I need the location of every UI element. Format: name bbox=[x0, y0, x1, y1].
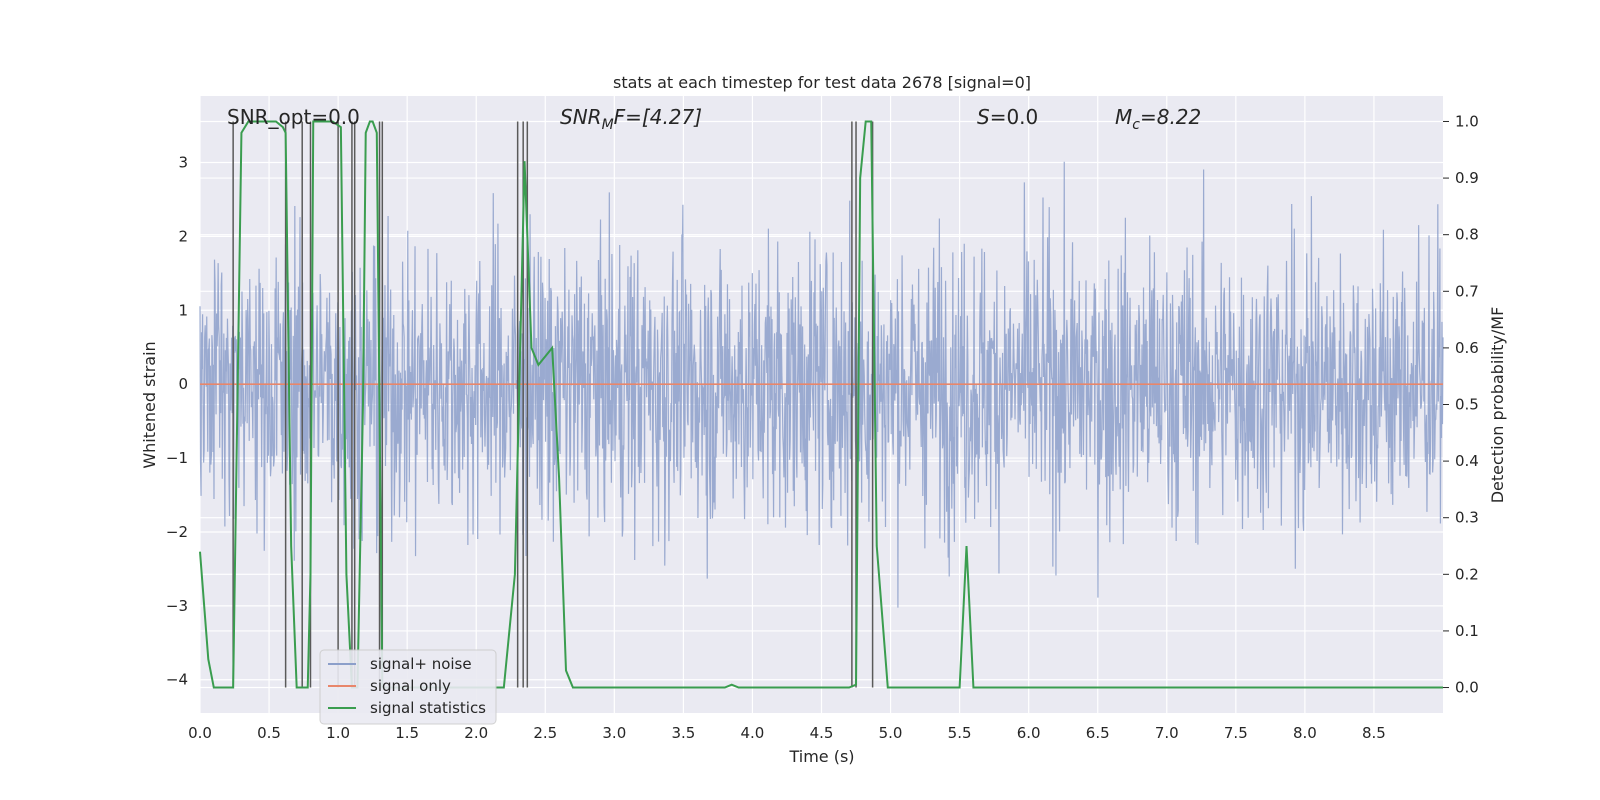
x-tick-label: 8.5 bbox=[1362, 724, 1386, 742]
y-tick-label: 0 bbox=[178, 375, 188, 393]
x-tick-label: 8.0 bbox=[1293, 724, 1317, 742]
annotation-text: Mc=8.22 bbox=[1115, 105, 1201, 133]
annotation-text: S=0.0 bbox=[977, 105, 1038, 129]
legend-label: signal only bbox=[370, 677, 451, 695]
y-tick-label: 2 bbox=[178, 227, 188, 245]
y2-axis-label: Detection probability/MF bbox=[1488, 307, 1507, 504]
x-tick-label: 0.0 bbox=[188, 724, 212, 742]
y-tick-label: 3 bbox=[178, 154, 188, 172]
y2-tick-label: 0.2 bbox=[1455, 565, 1479, 583]
x-tick-label: 1.0 bbox=[326, 724, 350, 742]
x-tick-label: 6.0 bbox=[1017, 724, 1041, 742]
annotation-text: SNRMF=[4.27] bbox=[560, 105, 702, 133]
x-tick-label: 2.0 bbox=[464, 724, 488, 742]
x-tick-label: 2.5 bbox=[533, 724, 557, 742]
annotation-text: SNR_opt=0.0 bbox=[227, 105, 360, 129]
y2-tick-label: 0.9 bbox=[1455, 169, 1479, 187]
x-tick-label: 6.5 bbox=[1086, 724, 1110, 742]
signal-plus-noise-line bbox=[199, 161, 1444, 608]
y2-tick-label: 0.6 bbox=[1455, 339, 1479, 357]
legend: signal+ noise signal only signal statistic… bbox=[319, 649, 497, 725]
y-tick-label: −4 bbox=[166, 671, 188, 689]
x-tick-label: 7.5 bbox=[1224, 724, 1248, 742]
y2-tick-label: 1.0 bbox=[1455, 112, 1479, 130]
y2-tick-label: 0.1 bbox=[1455, 622, 1479, 640]
x-axis-ticks: 0.0 0.5 1.0 1.5 2.0 2.5 3.0 3.5 4.0 4.5 5.0 5.5 6.0 6… bbox=[188, 724, 1386, 742]
x-tick-label: 4.0 bbox=[741, 724, 765, 742]
legend-label: signal statistics bbox=[370, 699, 486, 717]
x-axis-label: Time (s) bbox=[788, 747, 854, 766]
series-signal-plus-noise bbox=[199, 161, 1444, 608]
y-tick-label: −2 bbox=[166, 523, 188, 541]
chart-title: stats at each timestep for test data 267… bbox=[613, 73, 1031, 92]
x-tick-label: 5.5 bbox=[948, 724, 972, 742]
x-tick-label: 0.5 bbox=[257, 724, 281, 742]
y-tick-label: −1 bbox=[166, 449, 188, 467]
y2-tick-label: 0.5 bbox=[1455, 396, 1479, 414]
x-tick-label: 3.5 bbox=[671, 724, 695, 742]
x-tick-label: 5.0 bbox=[879, 724, 903, 742]
y2-tick-label: 0.8 bbox=[1455, 226, 1479, 244]
x-tick-label: 4.5 bbox=[810, 724, 834, 742]
x-tick-label: 3.0 bbox=[602, 724, 626, 742]
y-axis-ticks: 3 2 1 0 −1 −2 −3 −4 bbox=[166, 154, 188, 689]
y-tick-label: −3 bbox=[166, 597, 188, 615]
x-tick-label: 7.0 bbox=[1155, 724, 1179, 742]
legend-label: signal+ noise bbox=[370, 655, 472, 673]
annotations: SNR_opt=0.0 SNRMF=[4.27] S=0.0 Mc=8.22 bbox=[227, 105, 1201, 133]
y2-tick-label: 0.4 bbox=[1455, 452, 1479, 470]
y-tick-label: 1 bbox=[178, 301, 188, 319]
y2-tick-label: 0.7 bbox=[1455, 282, 1479, 300]
x-tick-label: 1.5 bbox=[395, 724, 419, 742]
y-axis-label: Whitened strain bbox=[140, 341, 159, 468]
y2-axis-ticks: 1.0 0.9 0.8 0.7 0.6 0.5 0.4 0.3 0.2 0.1 0.0 bbox=[1443, 112, 1479, 697]
y2-tick-label: 0.0 bbox=[1455, 679, 1479, 697]
y2-tick-label: 0.3 bbox=[1455, 509, 1479, 527]
